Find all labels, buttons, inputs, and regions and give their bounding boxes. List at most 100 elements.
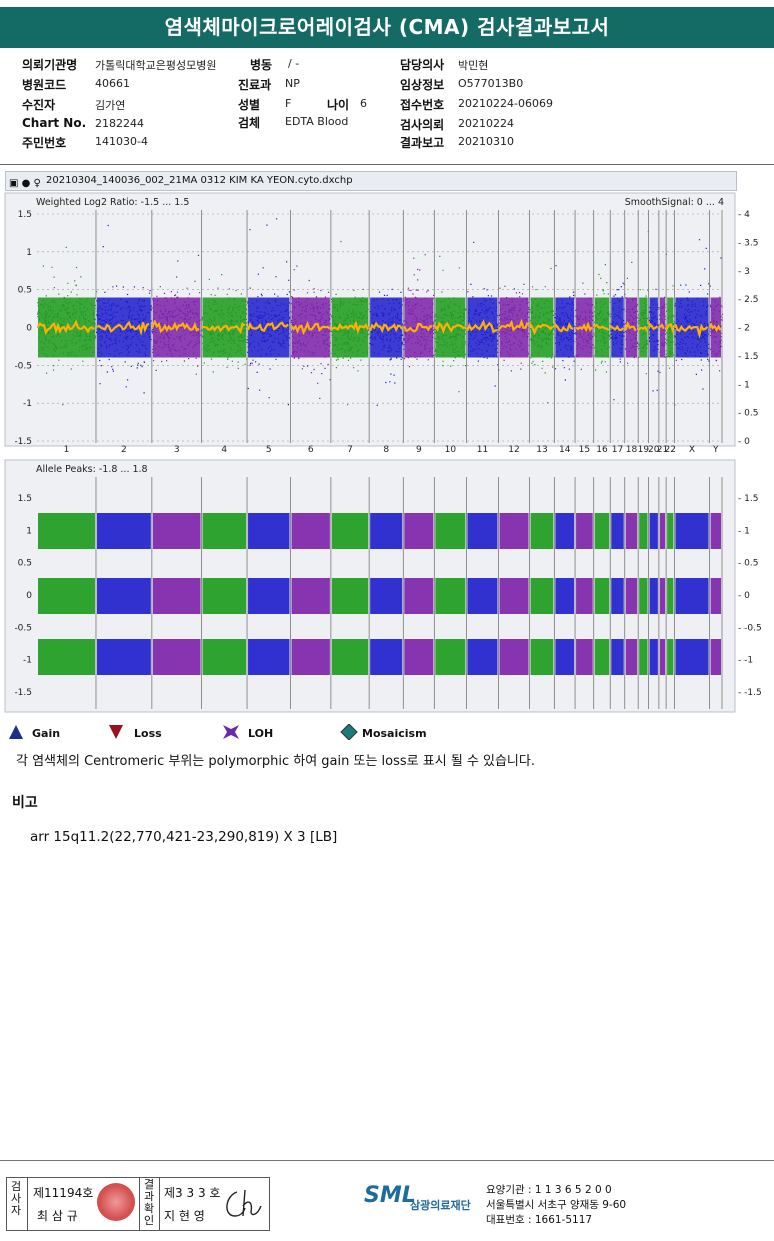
allele-band [625,513,638,549]
chromosome-label: 11 [477,445,488,455]
plot-file-name: 20210304_140036_002_21MA 0312 KIM KA YEO… [46,175,353,186]
bottom-axis-label: Allele Peaks: -1.8 ... 1.8 [36,464,148,475]
info-label: 진료과 [238,78,272,92]
chromosome-label: 10 [445,445,457,455]
info-value: O577013B0 [458,77,524,90]
smooth-signal [434,321,466,334]
info-value: 20210224-06069 [458,97,553,110]
chromosome-label: 21 [657,445,668,455]
chromosome-label: 20 [648,445,660,455]
allele-band [96,513,151,549]
info-label: 병원코드 [22,78,67,92]
report-title: 염색체마이크로어레이검사 (CMA) 검사결과보고서 [0,7,774,48]
chromosome-label: 1 [64,445,70,455]
confirmer-name: 지 현 영 [164,1209,205,1223]
info-label: 검체 [238,116,261,130]
allele-band [38,578,95,614]
allele-band [331,513,369,549]
smooth-signal [151,319,200,334]
confirmer-column-label: 결과확인 [143,1178,155,1227]
remark-text: arr 15q11.2(22,770,421-23,290,819) X 3 [… [30,829,338,845]
allele-band [675,578,709,614]
allele-band [576,578,593,614]
allele-band [202,639,247,675]
info-value: / - [288,57,300,70]
y-tick-label: 0 [26,591,32,601]
remark-heading: 비고 [12,795,38,811]
y2-tick-label: - 1 [738,380,750,390]
allele-band [467,578,498,614]
allele-band [667,639,674,675]
allele-band [611,578,624,614]
allele-band [291,578,330,614]
report-footer: 검사자 제11194호 최 삼 규 결과확인 제3 3 3 호 지 현 영 SM… [0,1160,774,1241]
info-label: 검사의뢰 [400,118,445,132]
smooth-signal [529,321,554,336]
y2-tick-label: - 2.5 [738,295,758,305]
y-tick-label: 0 [26,324,32,334]
allele-band [710,639,721,675]
y2-tick-label: - 0 [738,591,750,601]
legend-loh: LOH [222,724,273,743]
info-value: 김가연 [95,99,126,112]
y2-tick-label: - 1.5 [738,494,758,504]
info-label: 접수번호 [400,98,445,112]
triangle-up-icon [9,725,23,739]
y-tick-label: -1.5 [14,688,32,698]
allele-band [499,578,529,614]
allele-band [370,639,403,675]
allele-band [639,513,648,549]
allele-band [555,639,575,675]
allele-band [331,578,369,614]
scatter-points [648,288,660,392]
chromosome-label: 4 [221,445,227,455]
allele-band [659,578,666,614]
info-label: 임상정보 [400,78,445,92]
y-tick-label: -1 [23,399,32,409]
scatter-points [554,265,577,381]
info-label: 나이 [327,98,350,112]
allele-band [530,513,554,549]
allele-band [594,578,610,614]
allele-band [202,513,247,549]
chromosome-label: 8 [383,445,389,455]
chromosome-label: 3 [174,445,180,455]
smooth-signal [201,322,246,335]
allele-band [499,513,529,549]
allele-band [435,578,466,614]
smooth-signal [709,323,722,333]
chromosome-label: 15 [579,445,590,455]
y2-tick-label: - 4 [738,210,750,220]
scatter-points [247,218,292,406]
allele-band [667,578,674,614]
allele-band [639,639,648,675]
y2-tick-label: - 2 [738,324,750,334]
allele-band [555,578,575,614]
y2-tick-label: - -1.5 [738,688,762,698]
info-value: 20210310 [458,135,514,148]
allele-band [649,639,658,675]
allele-band [152,578,201,614]
info-value: NP [285,77,300,90]
smooth-signal [648,321,659,331]
allele-band [710,513,721,549]
smooth-signal [638,325,649,332]
legend-gain: Gain [8,724,60,743]
seal-stamp [97,1183,135,1221]
allele-band [291,639,330,675]
allele-band [611,639,624,675]
info-value: 가톨릭대학교은평성모병원 [95,59,217,72]
y2-tick-label: - -1 [738,656,753,666]
allele-band [499,639,529,675]
y-tick-label: -0.5 [14,361,32,371]
scatter-points [331,240,370,406]
scatter-points [575,282,595,370]
y-tick-label: 1.5 [18,494,32,504]
loh-icon [223,725,239,739]
smooth-signal [330,319,369,335]
allele-band [649,513,658,549]
info-label: Chart No. [22,116,87,130]
cnv-plot: Weighted Log2 Ratio: -1.5 ... 1.5 SmoothS… [4,192,762,713]
chromosome-label: 19 [638,445,650,455]
allele-band [291,513,330,549]
